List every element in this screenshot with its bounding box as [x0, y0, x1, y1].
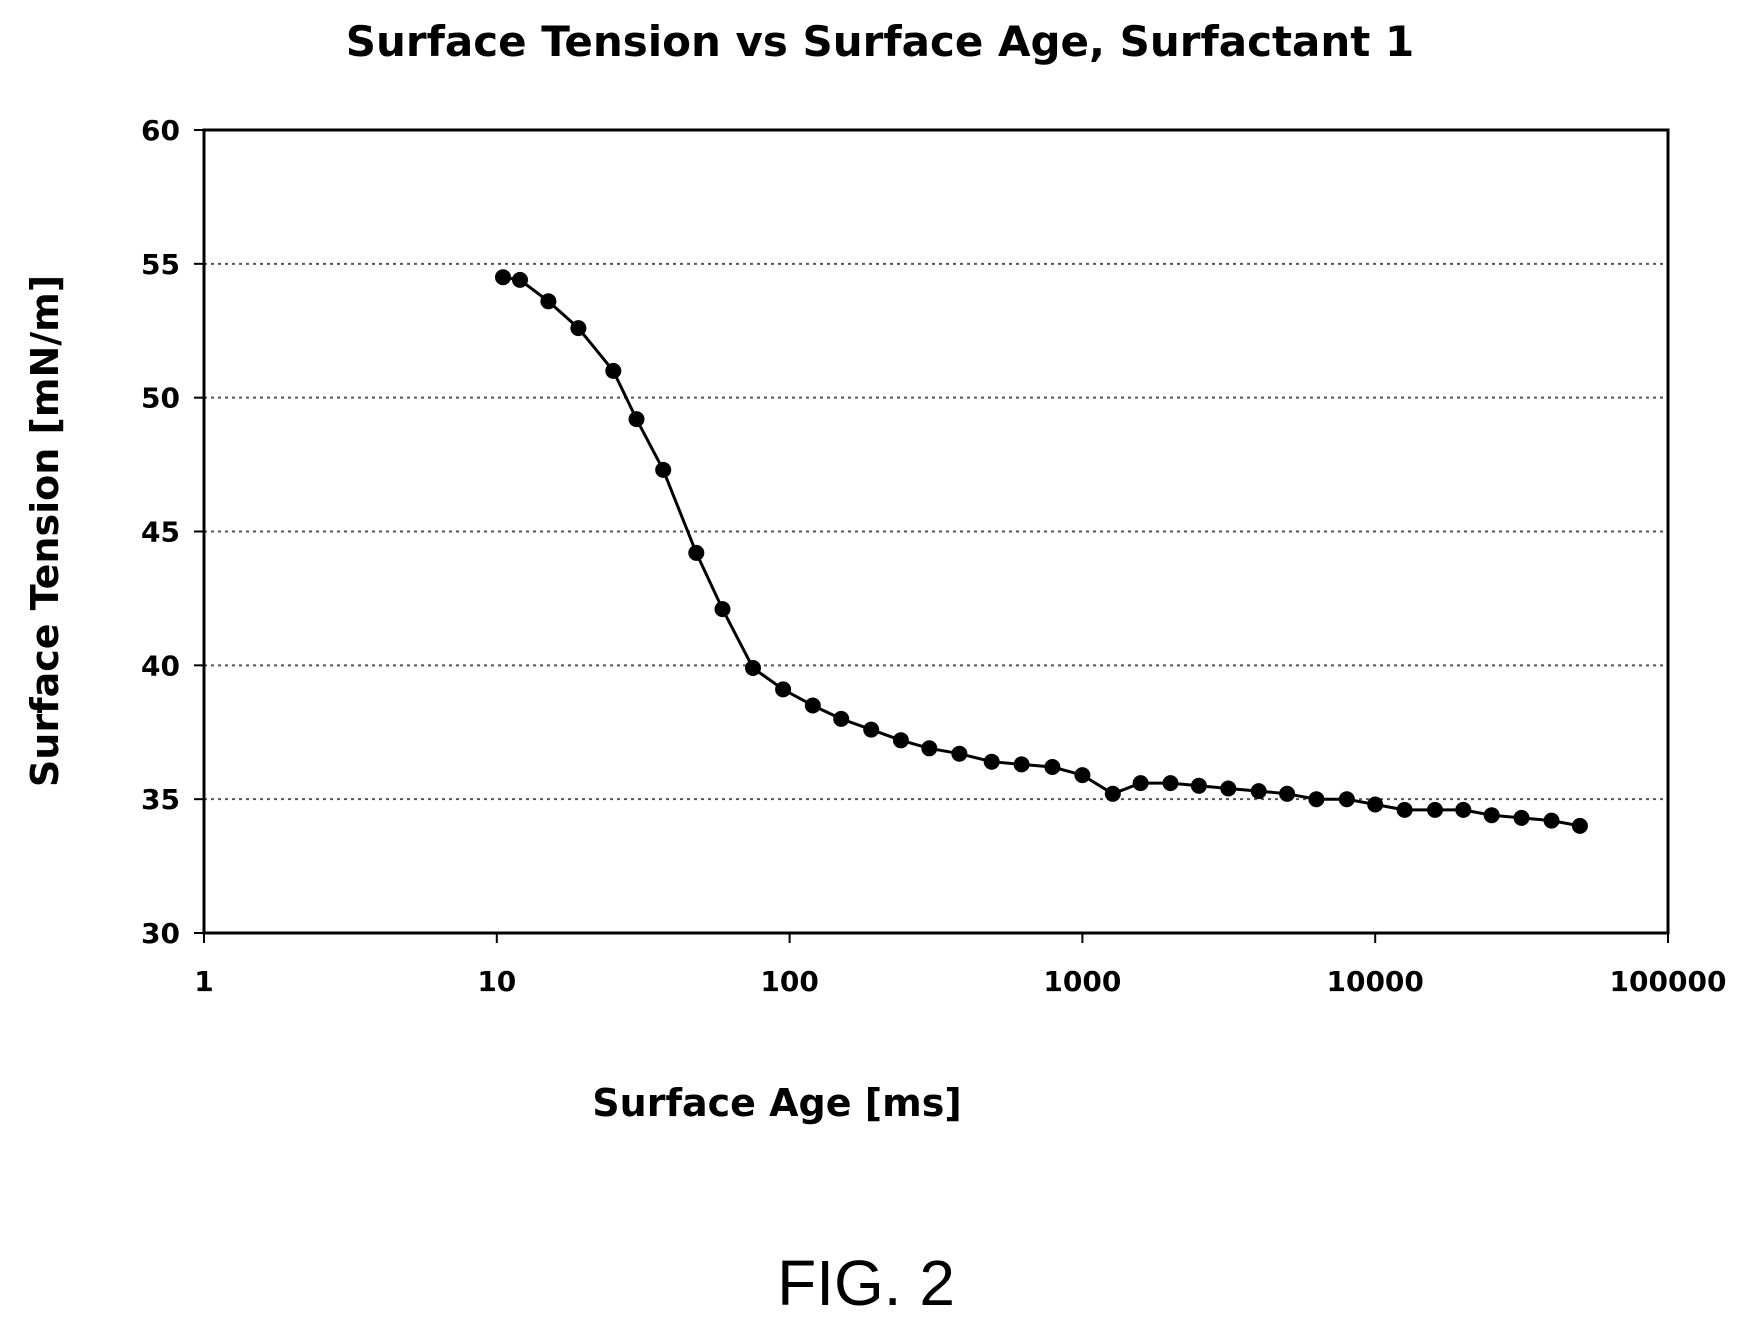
data-point	[1279, 785, 1296, 802]
data-point	[540, 293, 557, 310]
data-point	[1220, 780, 1237, 797]
x-tick-label: 10	[477, 965, 516, 998]
y-tick-label: 45	[141, 516, 180, 549]
x-tick-label: 100	[760, 965, 818, 998]
data-point	[1044, 759, 1061, 775]
data-point	[714, 601, 731, 618]
data-point	[1104, 785, 1121, 802]
data-point	[921, 740, 938, 757]
data-point	[1483, 807, 1500, 824]
data-point	[1250, 783, 1267, 800]
y-tick-label: 30	[141, 917, 180, 950]
data-point	[1571, 817, 1588, 834]
data-point	[1308, 791, 1325, 808]
data-point	[892, 732, 909, 749]
data-point	[1513, 809, 1530, 826]
data-point	[863, 721, 880, 738]
data-point	[833, 710, 850, 727]
y-tick-label: 35	[141, 783, 180, 816]
data-point	[688, 544, 705, 561]
y-tick-label: 55	[141, 248, 180, 281]
data-point	[983, 753, 1000, 770]
y-tick-label: 50	[141, 382, 180, 415]
gridlines	[204, 262, 1668, 801]
data-point	[1074, 767, 1091, 784]
x-tick-label: 1	[194, 965, 213, 998]
data-point	[1455, 801, 1472, 818]
data-point	[1427, 801, 1443, 818]
data-point	[804, 697, 821, 714]
data-point	[1543, 812, 1560, 829]
data-point	[1013, 756, 1030, 773]
y-tick-label: 40	[141, 649, 180, 682]
data-point	[512, 271, 528, 288]
data-point	[1396, 801, 1413, 818]
data-point	[655, 461, 672, 478]
x-tick-label: 10000	[1326, 965, 1423, 998]
data-point	[775, 681, 792, 698]
figure-caption: FIG. 2	[777, 1247, 955, 1318]
x-axis-label: Surface Age [ms]	[592, 1081, 961, 1125]
data-point	[951, 745, 968, 762]
data-point	[495, 269, 511, 286]
x-tick-label: 100000	[1610, 965, 1727, 998]
y-tick-label: 60	[141, 114, 180, 147]
data-point	[1132, 775, 1149, 792]
data-point	[570, 320, 587, 337]
data-point	[1367, 796, 1384, 813]
chart-title: Surface Tension vs Surface Age, Surfacta…	[346, 17, 1414, 66]
data-point	[1162, 775, 1179, 792]
data-series	[495, 269, 1588, 834]
x-tick-label: 1000	[1043, 965, 1121, 998]
data-point	[628, 411, 645, 428]
data-point	[605, 362, 622, 379]
series-line	[502, 275, 1581, 828]
data-point	[1338, 791, 1355, 808]
data-point	[745, 660, 761, 676]
y-axis-label: Surface Tension [mN/m]	[23, 275, 67, 787]
data-point	[1190, 777, 1207, 794]
axis-ticks: 30 35 40 45 50 55 60 1 10 100 1000 10000 100000	[141, 114, 1726, 998]
